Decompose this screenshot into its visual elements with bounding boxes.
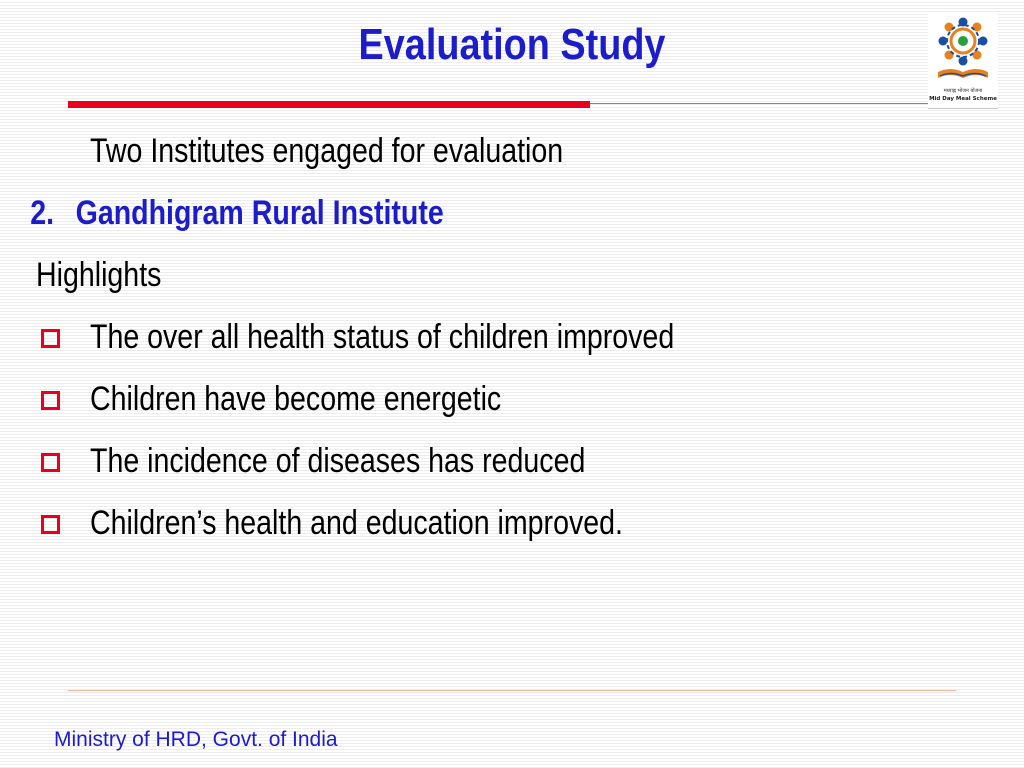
numbered-item-text: Gandhigram Rural Institute bbox=[75, 194, 444, 232]
footer-text: Ministry of HRD, Govt. of India bbox=[54, 728, 338, 751]
bullet-text: Children’s health and education improved… bbox=[90, 504, 623, 542]
bullet-item: The incidence of diseases has reduced bbox=[0, 442, 1024, 482]
square-bullet-icon bbox=[41, 329, 60, 348]
bullet-item: Children’s health and education improved… bbox=[0, 504, 1024, 544]
bullet-text: Children have become energetic bbox=[90, 380, 502, 418]
bullet-text: The incidence of diseases has reduced bbox=[90, 442, 586, 480]
bullet-item: The over all health status of children i… bbox=[0, 318, 1024, 358]
slide-title: Evaluation Study bbox=[358, 20, 666, 69]
mid-day-meal-logo: मध्याह्न भोजन योजना Mid Day Meal Scheme bbox=[928, 14, 998, 109]
footer-divider bbox=[68, 690, 956, 691]
bullet-text: The over all health status of children i… bbox=[90, 318, 675, 356]
bullet-item: Children have become energetic bbox=[0, 380, 1024, 420]
logo-caption-hindi: मध्याह्न भोजन योजना bbox=[943, 88, 983, 94]
square-bullet-icon bbox=[41, 453, 60, 472]
highlights-heading: Highlights bbox=[36, 256, 162, 294]
title-underline-red bbox=[68, 101, 590, 108]
square-bullet-icon bbox=[41, 391, 60, 410]
logo-caption-english: Mid Day Meal Scheme bbox=[929, 96, 997, 102]
intro-line: Two Institutes engaged for evaluation bbox=[90, 132, 564, 170]
title-underline-thin bbox=[590, 103, 930, 104]
square-bullet-icon bbox=[41, 515, 60, 534]
mid-day-meal-scheme-logo-icon bbox=[938, 17, 988, 78]
numbered-item-number: 2. bbox=[30, 194, 55, 232]
